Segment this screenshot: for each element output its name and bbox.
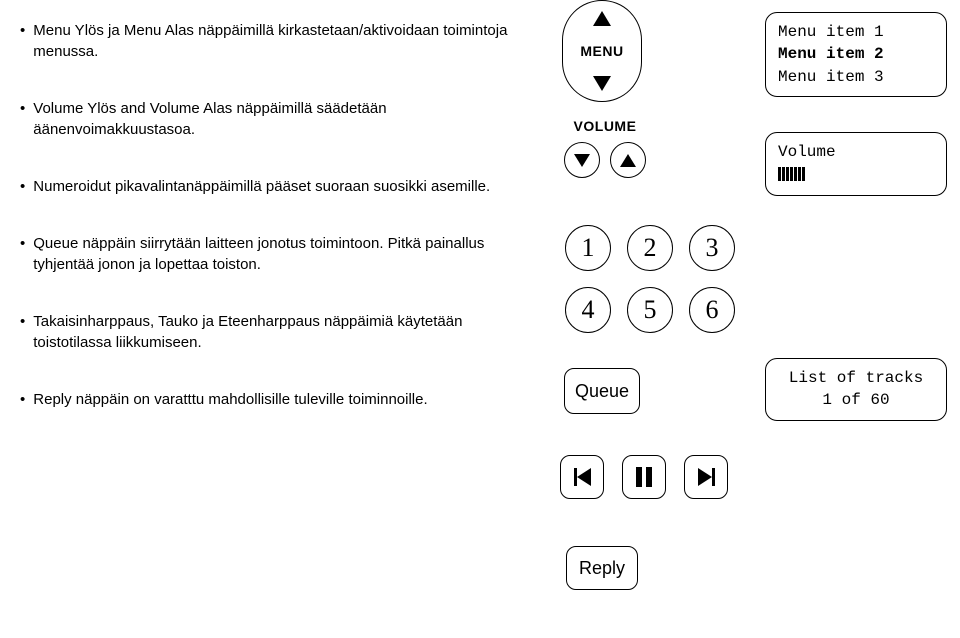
number-keypad: 1 2 3 4 5 6 <box>565 225 735 333</box>
bullet-item: • Numeroidut pikavalintanäppäimillä pääs… <box>20 176 510 197</box>
reply-button[interactable]: Reply <box>566 546 638 590</box>
volume-bars-icon <box>778 167 934 181</box>
menu-up-icon[interactable] <box>593 11 611 26</box>
keypad-3[interactable]: 3 <box>689 225 735 271</box>
display-volume-panel: Volume <box>765 132 947 196</box>
bullet-dot: • <box>20 233 25 275</box>
playback-controls <box>560 455 728 499</box>
volume-label: VOLUME <box>560 118 650 134</box>
pause-button[interactable] <box>622 455 666 499</box>
prev-button[interactable] <box>560 455 604 499</box>
keypad-4[interactable]: 4 <box>565 287 611 333</box>
bullet-text: Takaisinharppaus, Tauko ja Eteenharppaus… <box>33 311 510 353</box>
display-menu-panel: Menu item 1 Menu item 2 Menu item 3 <box>765 12 947 97</box>
bullet-item: • Volume Ylös and Volume Alas näppäimill… <box>20 98 510 140</box>
keypad-5[interactable]: 5 <box>627 287 673 333</box>
volume-down-button[interactable] <box>564 142 600 178</box>
menu-label: MENU <box>580 43 623 59</box>
bullet-item: • Reply näppäin on varatttu mahdollisill… <box>20 389 510 410</box>
menu-down-icon[interactable] <box>593 76 611 91</box>
bullet-dot: • <box>20 389 25 410</box>
bullet-item: • Takaisinharppaus, Tauko ja Eteenharppa… <box>20 311 510 353</box>
keypad-2[interactable]: 2 <box>627 225 673 271</box>
queue-label: Queue <box>575 381 629 402</box>
tracks-line1: List of tracks <box>778 367 934 389</box>
bullet-text: Reply näppäin on varatttu mahdollisille … <box>33 389 510 410</box>
reply-label: Reply <box>579 558 625 579</box>
volume-control: VOLUME <box>560 118 650 178</box>
bullet-dot: • <box>20 311 25 353</box>
skip-back-icon <box>574 468 591 486</box>
bullet-dot: • <box>20 20 25 62</box>
bullet-text: Queue näppäin siirrytään laitteen jonotu… <box>33 233 510 275</box>
skip-forward-icon <box>698 468 715 486</box>
pause-icon <box>636 467 652 487</box>
bullet-item: • Queue näppäin siirrytään laitteen jono… <box>20 233 510 275</box>
bullet-text: Numeroidut pikavalintanäppäimillä pääset… <box>33 176 510 197</box>
bullet-text: Volume Ylös and Volume Alas näppäimillä … <box>33 98 510 140</box>
bullet-dot: • <box>20 176 25 197</box>
tracks-line2: 1 of 60 <box>778 389 934 411</box>
display-tracks-panel: List of tracks 1 of 60 <box>765 358 947 421</box>
instruction-list: • Menu Ylös ja Menu Alas näppäimillä kir… <box>20 20 510 446</box>
queue-button[interactable]: Queue <box>564 368 640 414</box>
menu-item-3: Menu item 3 <box>778 66 934 88</box>
menu-item-1: Menu item 1 <box>778 21 934 43</box>
next-button[interactable] <box>684 455 728 499</box>
menu-rocker[interactable]: MENU <box>562 0 642 102</box>
triangle-down-icon <box>574 154 590 167</box>
menu-item-2-selected: Menu item 2 <box>778 43 934 65</box>
volume-up-button[interactable] <box>610 142 646 178</box>
keypad-1[interactable]: 1 <box>565 225 611 271</box>
bullet-dot: • <box>20 98 25 140</box>
keypad-6[interactable]: 6 <box>689 287 735 333</box>
triangle-up-icon <box>620 154 636 167</box>
bullet-item: • Menu Ylös ja Menu Alas näppäimillä kir… <box>20 20 510 62</box>
volume-display-label: Volume <box>778 141 934 163</box>
bullet-text: Menu Ylös ja Menu Alas näppäimillä kirka… <box>33 20 510 62</box>
